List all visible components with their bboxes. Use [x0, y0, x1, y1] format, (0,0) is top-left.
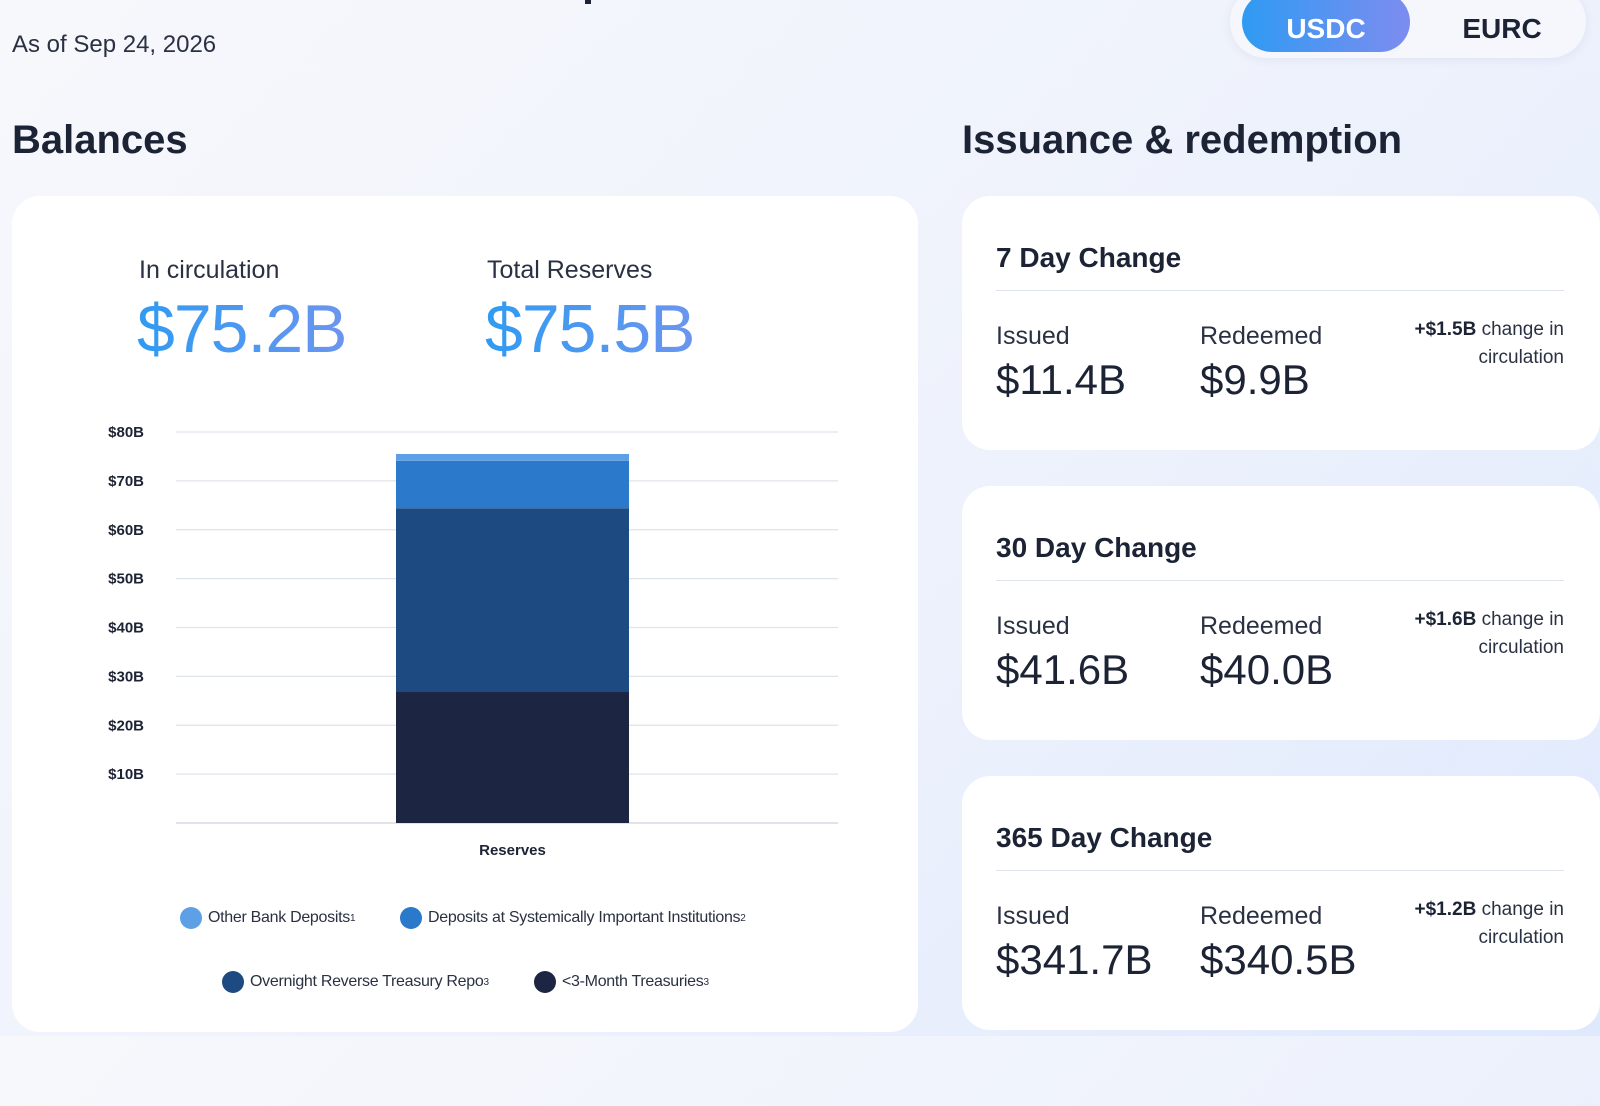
legend-label: Other Bank Deposits: [208, 909, 350, 926]
legend-footnote: 1: [349, 912, 356, 924]
reserves-chart: $10B $20B $30B $40B $50B $60B $70B $80B Reserves: [108, 424, 838, 859]
legend-dot: [222, 971, 244, 993]
y-tick-label: $30B: [108, 668, 144, 685]
legend-label: Deposits at Systemically Important Insti…: [428, 909, 741, 926]
circulation-change-note: +$1.2B change in circulation: [1364, 896, 1564, 952]
circulation-change-note: +$1.5B change in circulation: [1364, 316, 1564, 372]
change-card-title: 7 Day Change: [996, 242, 1182, 273]
divider: [996, 870, 1564, 871]
issued-label: Issued: [996, 322, 1070, 350]
change-card-7-day: 7 Day Change Issued $11.4B Redeemed $9.9…: [962, 196, 1600, 450]
legend-footnote: 2: [740, 912, 746, 924]
circulation-change-text: change in circulation: [1478, 899, 1564, 948]
bar-segment: [396, 460, 629, 509]
change-card-365-day: 365 Day Change Issued $341.7B Redeemed $…: [962, 776, 1600, 1030]
issued-label: Issued: [996, 902, 1070, 930]
total-reserves-label: Total Reserves: [487, 256, 653, 284]
as-of-date: As of Sep 24, 2026: [12, 31, 217, 58]
in-circulation-label: In circulation: [139, 256, 280, 284]
legend-label: Overnight Reverse Treasury Repo: [250, 973, 484, 990]
y-tick-label: $10B: [108, 766, 144, 783]
legend-dot: [180, 907, 202, 929]
issuance-title: Issuance & redemption: [962, 118, 1403, 162]
total-reserves-value: $75.5B: [485, 291, 696, 367]
redeemed-value: $9.9B: [1200, 356, 1310, 403]
issued-value: $41.6B: [996, 646, 1130, 693]
issued-value: $341.7B: [996, 936, 1153, 983]
header-title-fragment: [585, 0, 591, 4]
legend-dot: [534, 971, 556, 993]
legend-label: <3-Month Treasuries: [562, 973, 704, 990]
x-tick-label: Reserves: [479, 842, 546, 859]
y-tick-label: $80B: [108, 424, 144, 441]
y-tick-label: $20B: [108, 717, 144, 734]
bar-segment: [396, 453, 629, 461]
redeemed-label: Redeemed: [1200, 612, 1323, 640]
y-tick-label: $70B: [108, 473, 144, 490]
toggle-usdc-button[interactable]: USDC: [1242, 0, 1410, 52]
currency-toggle: USDC EURC: [1230, 0, 1586, 58]
legend-item-treasuries: <3-Month Treasuries 3: [534, 971, 709, 993]
circulation-change-text: change in circulation: [1478, 319, 1564, 368]
legend-dot: [400, 907, 422, 929]
circulation-change-amount: +$1.2B: [1414, 899, 1477, 920]
redeemed-value: $40.0B: [1200, 646, 1334, 693]
balances-card: In circulation $75.2B Total Reserves $75…: [12, 196, 918, 1032]
issued-value: $11.4B: [996, 356, 1126, 403]
divider: [996, 290, 1564, 291]
circulation-change-text: change in circulation: [1478, 609, 1564, 658]
redeemed-label: Redeemed: [1200, 902, 1323, 930]
redeemed-value: $340.5B: [1200, 936, 1357, 983]
change-card-title: 30 Day Change: [996, 532, 1197, 563]
circulation-change-note: +$1.6B change in circulation: [1364, 606, 1564, 662]
balances-title: Balances: [12, 118, 188, 162]
divider: [996, 580, 1564, 581]
change-card-title: 365 Day Change: [996, 822, 1213, 853]
legend-item-reverse-repo: Overnight Reverse Treasury Repo 3: [222, 971, 489, 993]
y-tick-label: $60B: [108, 522, 144, 539]
redeemed-label: Redeemed: [1200, 322, 1323, 350]
change-card-30-day: 30 Day Change Issued $41.6B Redeemed $40…: [962, 486, 1600, 740]
legend-item-deposits-sii: Deposits at Systemically Important Insti…: [400, 907, 746, 929]
in-circulation-value: $75.2B: [137, 291, 348, 367]
issued-label: Issued: [996, 612, 1070, 640]
circulation-change-amount: +$1.6B: [1414, 609, 1477, 630]
legend-footnote: 3: [483, 976, 489, 988]
circulation-change-amount: +$1.5B: [1414, 319, 1477, 340]
y-tick-label: $40B: [108, 620, 144, 637]
legend-item-other-bank-deposits: Other Bank Deposits 1: [180, 907, 356, 929]
bar-segment: [396, 508, 629, 693]
y-tick-label: $50B: [108, 571, 144, 588]
toggle-eurc-button[interactable]: EURC: [1462, 13, 1542, 44]
legend-footnote: 3: [703, 976, 709, 988]
bar-segment: [396, 692, 629, 823]
